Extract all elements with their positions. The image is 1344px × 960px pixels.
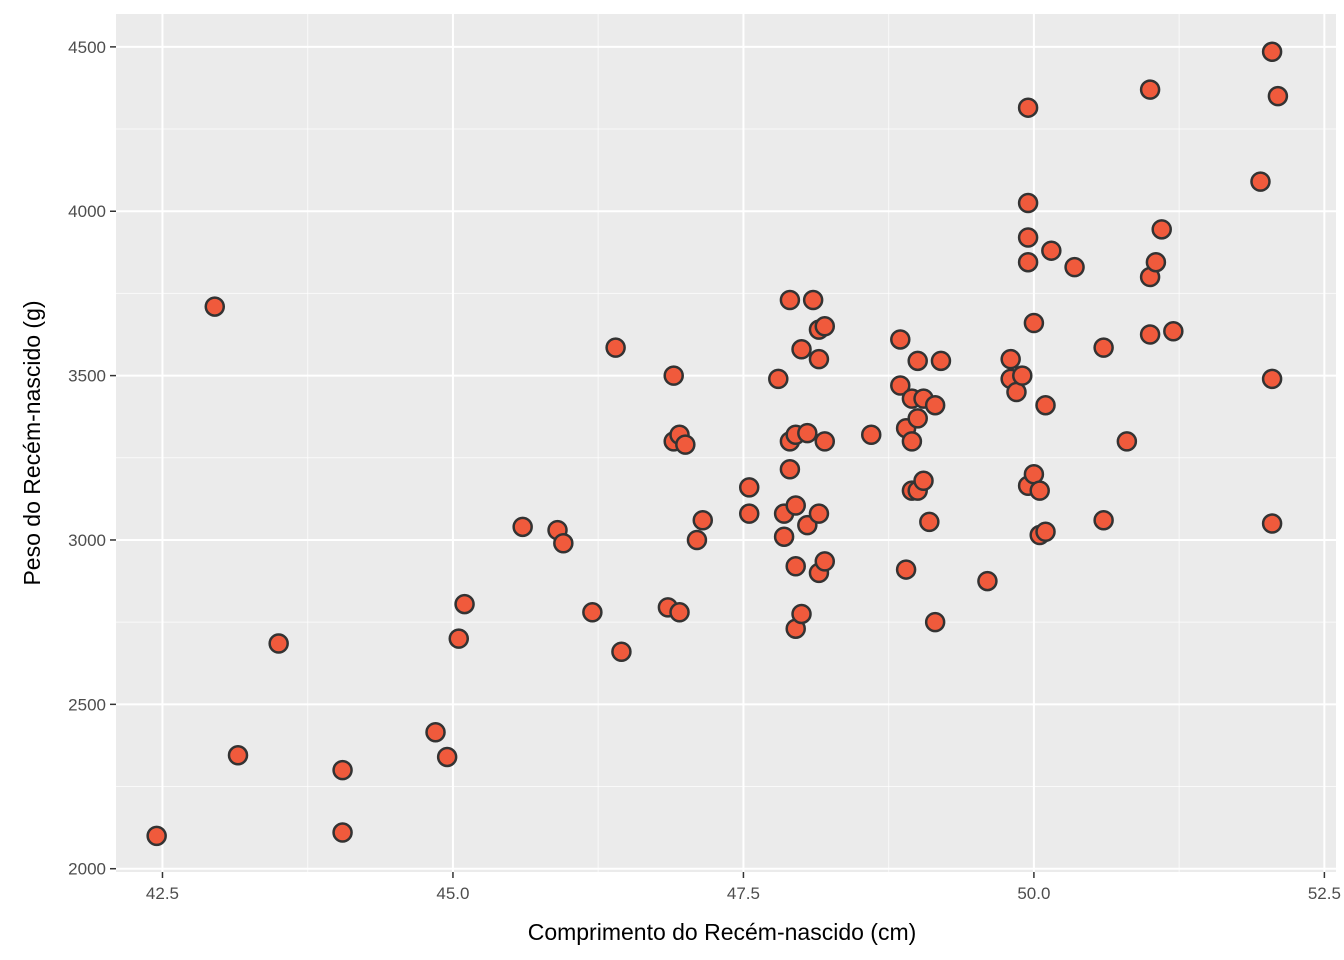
data-point bbox=[1012, 365, 1033, 386]
data-point bbox=[663, 365, 684, 386]
data-point bbox=[553, 533, 574, 554]
data-point bbox=[204, 296, 226, 317]
data-point bbox=[1035, 521, 1056, 543]
data-point bbox=[1151, 219, 1172, 240]
y-tick-label: 3500 bbox=[68, 367, 106, 386]
data-point bbox=[860, 424, 882, 446]
data-point bbox=[907, 408, 928, 429]
data-point bbox=[1017, 192, 1039, 214]
data-point bbox=[779, 289, 801, 311]
data-point bbox=[425, 722, 446, 743]
y-tick-label: 4000 bbox=[68, 202, 106, 221]
data-point bbox=[582, 602, 603, 623]
data-point bbox=[454, 593, 475, 615]
x-axis-title: Comprimento do Recém-nascido (cm) bbox=[528, 919, 917, 945]
data-point bbox=[814, 316, 836, 337]
data-point bbox=[1017, 227, 1039, 248]
data-point bbox=[1023, 312, 1045, 334]
data-point bbox=[930, 350, 952, 372]
data-point bbox=[814, 431, 836, 452]
data-point bbox=[1261, 513, 1283, 534]
data-point bbox=[791, 339, 812, 360]
x-tick-label: 50.0 bbox=[1017, 884, 1050, 903]
data-point bbox=[890, 329, 911, 350]
data-point bbox=[1041, 240, 1062, 261]
plot-panel bbox=[116, 14, 1336, 872]
data-point bbox=[1017, 97, 1039, 118]
data-point bbox=[146, 825, 167, 847]
data-point bbox=[907, 350, 928, 372]
data-point bbox=[1163, 320, 1184, 342]
data-point bbox=[814, 551, 836, 572]
data-point bbox=[1139, 79, 1161, 100]
data-point bbox=[611, 641, 632, 662]
data-point bbox=[808, 348, 830, 370]
data-point bbox=[773, 526, 795, 547]
data-point bbox=[1116, 431, 1138, 452]
data-point bbox=[768, 368, 789, 390]
data-point bbox=[1093, 337, 1114, 358]
data-point bbox=[924, 611, 946, 633]
data-point bbox=[448, 628, 470, 649]
y-axis: 2000 2500 3000 3500 4000 4500 bbox=[68, 38, 116, 879]
data-point bbox=[1035, 394, 1056, 416]
data-point bbox=[1261, 368, 1283, 390]
grid-minor bbox=[116, 14, 1336, 872]
data-point bbox=[1093, 510, 1114, 531]
y-tick-label: 4500 bbox=[68, 38, 106, 57]
data-point bbox=[895, 559, 917, 580]
data-point bbox=[227, 745, 249, 766]
x-axis: 42.5 45.0 47.5 50.0 52.5 bbox=[146, 872, 1341, 903]
data-point bbox=[785, 556, 806, 577]
data-point bbox=[1139, 324, 1161, 345]
data-point bbox=[675, 434, 696, 455]
data-point bbox=[1064, 256, 1085, 278]
data-point bbox=[605, 337, 626, 358]
x-tick-label: 42.5 bbox=[146, 884, 179, 903]
data-point bbox=[901, 431, 923, 452]
x-tick-label: 45.0 bbox=[436, 884, 469, 903]
data-point bbox=[785, 495, 806, 516]
data-point bbox=[738, 477, 760, 498]
data-point bbox=[802, 289, 824, 311]
y-axis-title: Peso do Recém-nascido (g) bbox=[19, 300, 45, 585]
data-point bbox=[436, 746, 458, 768]
data-point bbox=[913, 470, 934, 492]
grid-major bbox=[116, 14, 1336, 872]
data-point bbox=[890, 375, 911, 396]
x-tick-label: 47.5 bbox=[727, 884, 760, 903]
data-point bbox=[512, 516, 533, 538]
y-tick-label: 2500 bbox=[68, 695, 106, 714]
data-point bbox=[1250, 171, 1271, 192]
y-tick-label: 3000 bbox=[68, 531, 106, 550]
data-point bbox=[1145, 251, 1167, 273]
data-point bbox=[332, 759, 353, 781]
data-point bbox=[1029, 480, 1050, 501]
data-point bbox=[692, 510, 714, 531]
data-point bbox=[669, 602, 690, 623]
data-points bbox=[146, 41, 1289, 847]
data-point bbox=[1261, 41, 1283, 63]
data-point bbox=[1267, 85, 1289, 107]
data-point bbox=[1000, 348, 1021, 370]
data-point bbox=[1017, 251, 1039, 273]
data-point bbox=[919, 511, 940, 533]
y-tick-label: 2000 bbox=[68, 860, 106, 879]
data-point bbox=[686, 529, 708, 551]
data-point bbox=[977, 570, 998, 592]
data-point bbox=[808, 503, 830, 524]
data-point bbox=[268, 633, 289, 654]
data-point bbox=[738, 503, 760, 524]
data-point bbox=[332, 822, 353, 843]
data-point bbox=[924, 394, 946, 416]
data-point bbox=[797, 422, 818, 444]
data-point bbox=[779, 459, 801, 480]
x-tick-label: 52.5 bbox=[1308, 884, 1341, 903]
data-point bbox=[791, 603, 812, 625]
